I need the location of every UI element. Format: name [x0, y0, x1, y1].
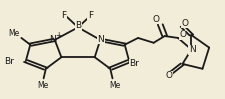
Text: B: B	[75, 21, 81, 30]
Text: Me: Me	[109, 81, 120, 90]
Text: F: F	[88, 11, 93, 20]
Text: N: N	[98, 35, 104, 44]
Text: O: O	[166, 71, 173, 80]
Text: N: N	[189, 45, 196, 54]
Text: O: O	[181, 19, 188, 28]
Text: N: N	[49, 35, 56, 44]
Text: O: O	[152, 15, 159, 24]
Text: +: +	[55, 31, 62, 40]
Text: F: F	[61, 11, 66, 20]
Text: O: O	[179, 30, 186, 39]
Text: Me: Me	[37, 81, 48, 90]
Text: Me: Me	[8, 29, 19, 38]
Text: Br: Br	[4, 57, 14, 66]
Text: Br: Br	[129, 59, 139, 68]
